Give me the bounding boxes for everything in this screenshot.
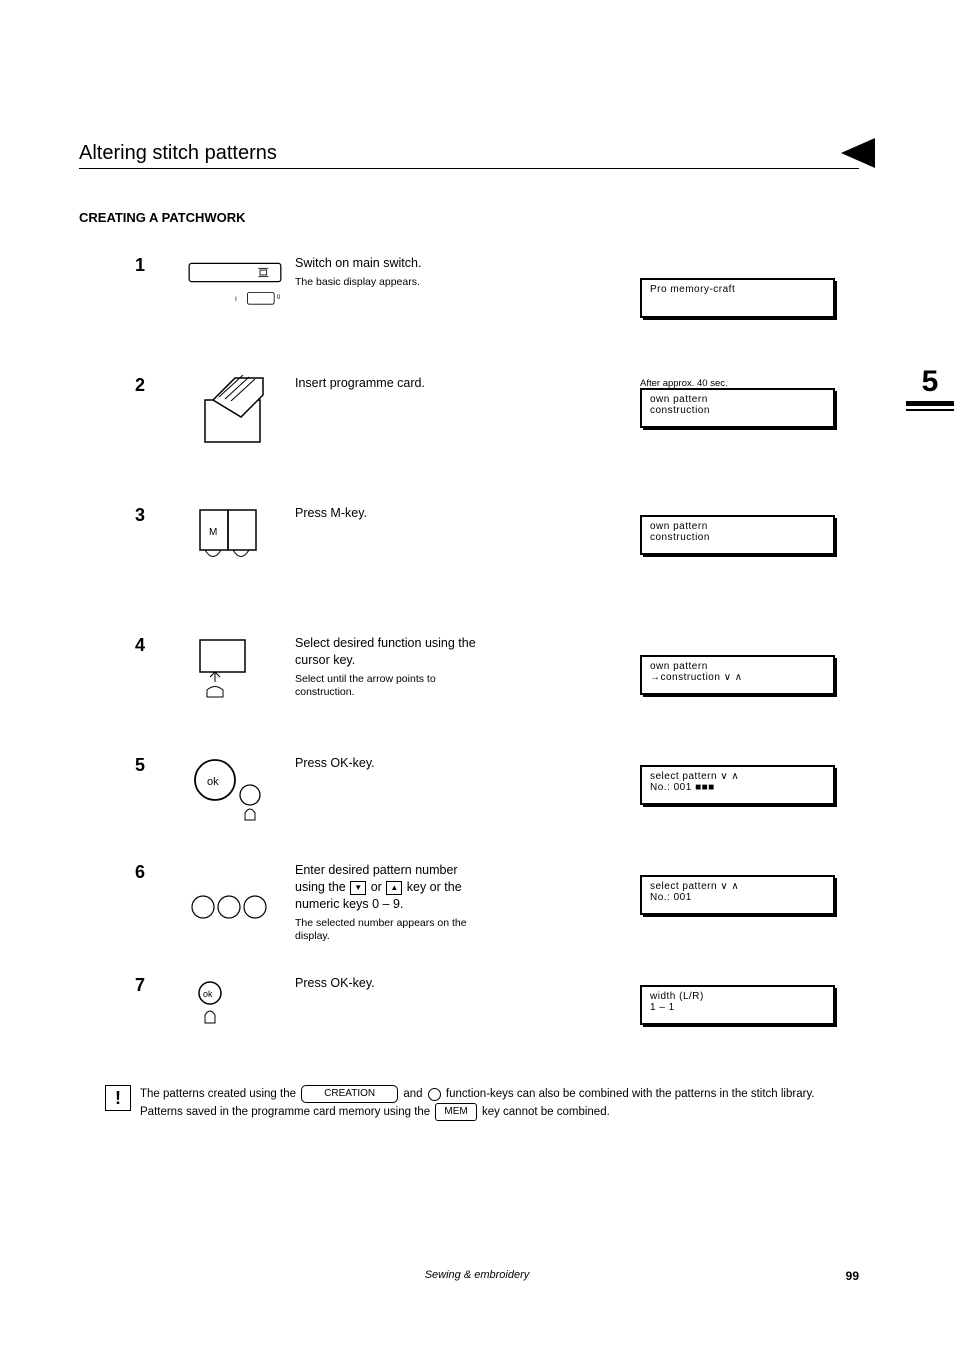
- chapter-number: 5: [906, 365, 954, 399]
- cursor-key-icon: [185, 635, 285, 705]
- card-insert-icon: [185, 375, 285, 445]
- step-number: 2: [135, 375, 145, 396]
- lcd-caption: After approx. 40 sec.: [640, 378, 840, 389]
- svg-text:M: M: [209, 527, 217, 538]
- step-text: Press M-key.: [295, 505, 485, 522]
- lcd-line2: No.: 001 ■■■: [650, 782, 825, 793]
- lcd-display: select pattern ∨ ∧ No.: 001 ■■■: [640, 765, 835, 805]
- round-key-icon: [428, 1088, 441, 1101]
- lcd-line2: →construction ∨ ∧: [650, 672, 825, 683]
- lcd-line1: own pattern: [650, 521, 825, 532]
- svg-text:0: 0: [277, 294, 281, 301]
- numeric-keys-icon: [185, 892, 285, 962]
- lcd-display: own pattern construction: [640, 388, 835, 428]
- lcd-display: width (L/R) 1 – 1: [640, 985, 835, 1025]
- lcd-display: own pattern construction: [640, 515, 835, 555]
- lcd-line1: select pattern ∨ ∧: [650, 771, 825, 782]
- ok-key-icon: ok: [185, 755, 285, 825]
- tab-bar-thin: [906, 409, 954, 411]
- step-3: 3 M Press M-key.: [165, 505, 485, 522]
- lcd-line2: No.: 001: [650, 892, 825, 903]
- switch-icon: 0 I: [185, 255, 285, 325]
- down-key-icon: ▼: [350, 881, 366, 895]
- step-note: The selected number appears on the displ…: [295, 917, 485, 944]
- svg-text:ok: ok: [203, 989, 213, 999]
- page-title: Altering stitch patterns: [79, 142, 277, 165]
- step-4: 4 Select desired function using the curs…: [165, 635, 485, 700]
- lcd-line1: select pattern ∨ ∧: [650, 881, 825, 892]
- svg-text:ok: ok: [207, 776, 219, 788]
- step-note: The basic display appears.: [295, 276, 485, 290]
- step-number: 3: [135, 505, 145, 526]
- header-rule: [79, 168, 859, 169]
- step-number: 1: [135, 255, 145, 276]
- step-text: Select desired function using the cursor…: [295, 635, 485, 669]
- up-key-icon: ▲: [386, 881, 402, 895]
- step-text: Press OK-key.: [295, 755, 485, 772]
- step-6: 6 Enter desired pattern number using the…: [165, 862, 485, 944]
- creation-button-label: CREATION: [301, 1085, 398, 1103]
- chapter-tab: 5: [906, 365, 954, 411]
- section-label: CREATING A PATCHWORK: [79, 210, 246, 225]
- lcd-line1: Pro memory-craft: [650, 284, 825, 295]
- step-number: 5: [135, 755, 145, 776]
- step-5: 5 ok Press OK-key.: [165, 755, 485, 772]
- note-seg: and: [403, 1088, 425, 1100]
- mem-button-label: MEM: [435, 1103, 476, 1121]
- step-number: 4: [135, 635, 145, 656]
- lcd-line1: width (L/R): [650, 991, 825, 1002]
- step-2: 2 Insert programme card.: [165, 375, 485, 392]
- note-text: The patterns created using the CREATION …: [140, 1085, 840, 1121]
- lcd-display: own pattern →construction ∨ ∧: [640, 655, 835, 695]
- lcd-line1: own pattern: [650, 394, 825, 405]
- note-seg: Patterns saved in the programme card mem…: [140, 1106, 433, 1118]
- step-number: 7: [135, 975, 145, 996]
- m-key-icon: M: [185, 505, 285, 575]
- page-number: 99: [846, 1269, 859, 1283]
- lcd-line2: 1 – 1: [650, 1002, 825, 1013]
- step-text: Press OK-key.: [295, 975, 485, 992]
- lcd-line2: construction: [650, 532, 825, 543]
- note-seg: key cannot be combined.: [482, 1106, 610, 1118]
- step-number: 6: [135, 862, 145, 883]
- step-note: Select until the arrow points to constru…: [295, 673, 485, 700]
- note-seg: function-keys can also be combined with …: [446, 1088, 815, 1100]
- lcd-display: select pattern ∨ ∧ No.: 001: [640, 875, 835, 915]
- step-text: Enter desired pattern number using the ▼…: [295, 862, 485, 913]
- note-seg: The patterns created using the: [140, 1088, 299, 1100]
- step-text: Insert programme card.: [295, 375, 485, 392]
- footer-text: Sewing & embroidery: [0, 1269, 954, 1281]
- attention-icon: !: [105, 1085, 131, 1111]
- lcd-display: Pro memory-craft: [640, 278, 835, 318]
- svg-text:I: I: [235, 296, 237, 303]
- step-1: 1 0 I Switch on main switch. The basic d…: [165, 255, 485, 290]
- tab-bar-thick: [906, 401, 954, 406]
- lcd-line2: construction: [650, 405, 825, 416]
- lcd-line1: own pattern: [650, 661, 825, 672]
- ok-key-icon: ok: [185, 975, 285, 1045]
- step-7: 7 ok Press OK-key.: [165, 975, 485, 992]
- step-text: Switch on main switch.: [295, 255, 485, 272]
